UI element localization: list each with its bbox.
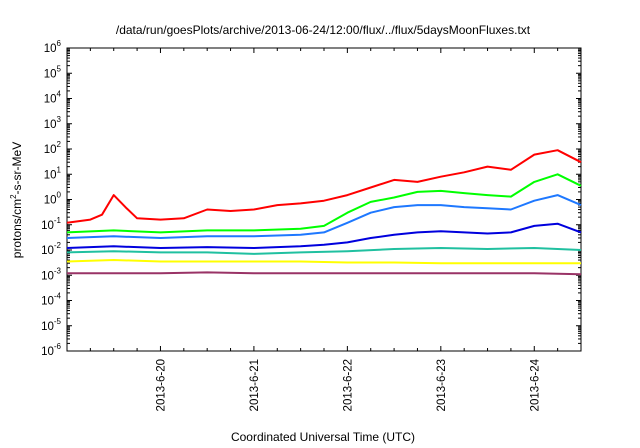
- x-axis-title: Coordinated Universal Time (UTC): [231, 430, 415, 444]
- series-line-1: [66, 149, 582, 224]
- y-tick-label: 103: [44, 115, 62, 131]
- y-axis-title: protons/cm2-s-sr-MeV: [9, 142, 24, 258]
- y-axis: 10-6 10-5 10-4 10-3 10-2 10-1 100 101 102 103 104 1…: [41, 39, 581, 358]
- series-line-7: [67, 271, 582, 276]
- series-line-4: [66, 222, 582, 249]
- plot-area: [66, 47, 582, 352]
- series-line-2: [66, 173, 582, 234]
- series-line-3: [66, 194, 582, 239]
- series-line-5: [66, 247, 582, 255]
- y-tick-label: 100: [44, 191, 62, 207]
- y-tick-label: 10-5: [41, 317, 61, 333]
- y-tick-label: 101: [44, 165, 62, 181]
- y-tick-label: 10-3: [41, 266, 61, 282]
- series-layer: [66, 149, 582, 276]
- chart-title: /data/run/goesPlots/archive/2013-06-24/1…: [116, 23, 531, 37]
- x-tick-label: 2013-6-24: [529, 358, 541, 411]
- y-tick-label: 10-1: [41, 216, 61, 232]
- y-tick-label: 102: [44, 140, 62, 156]
- y-tick-label: 10-6: [41, 342, 61, 358]
- series-line-6: [66, 259, 581, 265]
- x-tick-label: 2013-6-22: [342, 359, 354, 411]
- x-axis: 2013-6-20 2013-6-21 2013-6-22 2013-6-23 2013…: [66, 48, 582, 411]
- y-tick-label: 104: [44, 90, 62, 106]
- x-tick-label: 2013-6-21: [249, 359, 261, 411]
- y-tick-label: 105: [44, 64, 62, 80]
- x-tick-label: 2013-6-23: [436, 359, 448, 411]
- y-tick-label: 10-2: [41, 241, 61, 257]
- y-tick-label: 10-4: [41, 292, 61, 308]
- x-tick-label: 2013-6-20: [155, 359, 167, 411]
- y-tick-label: 106: [44, 39, 62, 55]
